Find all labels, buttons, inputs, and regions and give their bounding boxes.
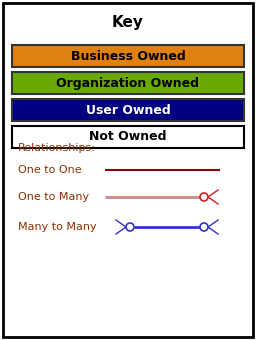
Text: Business Owned: Business Owned (71, 50, 185, 63)
Text: One to One: One to One (18, 165, 82, 175)
Text: Key: Key (112, 15, 144, 30)
Text: Many to Many: Many to Many (18, 222, 97, 232)
Bar (12, 72, 244, 94)
Bar (12, 126, 244, 148)
Text: Relationships:: Relationships: (18, 143, 96, 153)
Bar (12, 99, 244, 121)
Text: User Owned: User Owned (86, 103, 170, 117)
Text: Not Owned: Not Owned (89, 131, 167, 143)
Text: Organization Owned: Organization Owned (57, 76, 199, 89)
Bar (12, 45, 244, 67)
Text: One to Many: One to Many (18, 192, 89, 202)
